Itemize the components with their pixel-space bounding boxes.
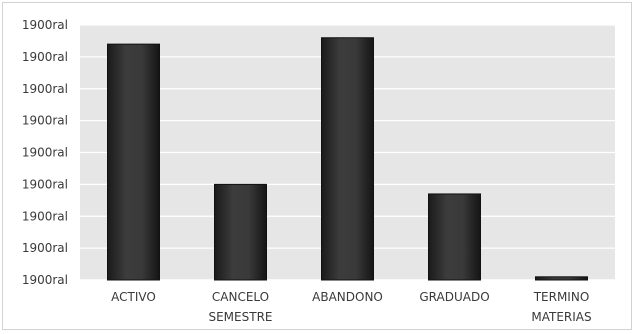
bar (214, 183, 267, 281)
bar (321, 37, 374, 281)
y-tick-label: 1900ral (22, 209, 68, 223)
y-tick-label: 1900ral (22, 273, 68, 287)
bar (428, 193, 481, 281)
x-axis-category-labels: ACTIVO CANCELO SEMESTRE ABANDONO GRADUADO TER… (111, 290, 591, 324)
x-category-label: CANCELO SEMESTRE (208, 290, 272, 324)
bar (535, 276, 588, 281)
x-category-label: TERMINO MATERIAS (531, 290, 591, 324)
y-tick-label: 1900ral (22, 82, 68, 96)
x-category-label: ABANDONO (312, 290, 383, 304)
y-tick-label: 1900ral (22, 146, 68, 160)
y-tick-label: 1900ral (22, 114, 68, 128)
x-category-label: ACTIVO (111, 290, 156, 304)
y-axis-tick-labels: 1900ral 1900ral 1900ral 1900ral 1900ral 1900r… (22, 18, 68, 287)
bar (107, 43, 160, 281)
x-category-label: GRADUADO (419, 290, 489, 304)
y-tick-label: 1900ral (22, 50, 68, 64)
y-tick-label: 1900ral (22, 177, 68, 191)
bars (107, 37, 588, 281)
y-tick-label: 1900ral (22, 241, 68, 255)
y-tick-label: 1900ral (22, 18, 68, 32)
